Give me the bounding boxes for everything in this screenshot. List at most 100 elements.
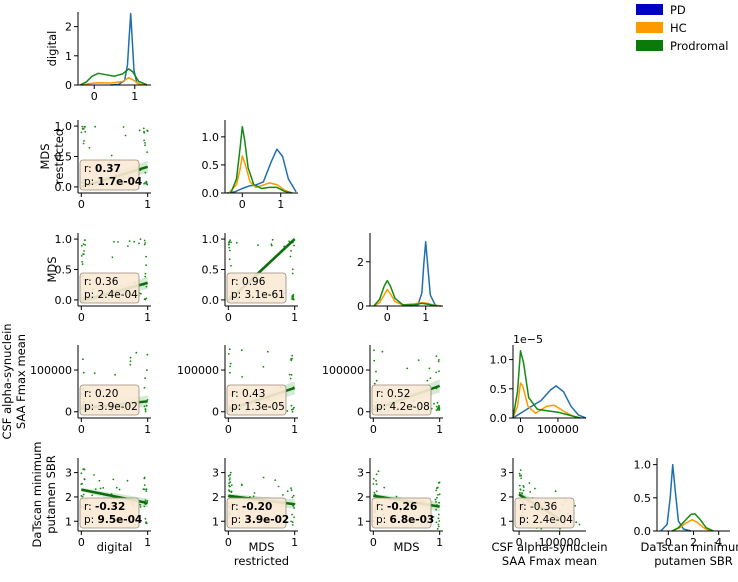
scatter-panel-4-1-x-tick-label: 0: [225, 536, 232, 549]
scatter-point: [432, 516, 435, 518]
stats-p-prefix: p:: [519, 514, 533, 526]
scatter-point: [291, 513, 293, 516]
scatter-point: [139, 238, 142, 241]
scatter-point: [375, 490, 378, 493]
scatter-panel-3-2-x-tick-label: 1: [436, 423, 443, 436]
kde-panel-4-x-tick-label: 0: [665, 536, 672, 549]
stats-r-line: r: 0.36: [84, 276, 119, 288]
scatter-point: [81, 263, 84, 265]
scatter-point: [289, 377, 292, 380]
scatter-point: [381, 350, 384, 353]
stats-r-prefix: r:: [519, 501, 530, 513]
stats-p-prefix: p:: [376, 514, 390, 526]
scatter-point: [227, 475, 230, 477]
scatter-point: [290, 374, 293, 376]
kde-panel-4-x-tick-label: 4: [715, 536, 722, 549]
row-label-line: MDS: [38, 143, 52, 169]
scatter-point: [83, 468, 85, 470]
stats-p-prefix: p:: [84, 289, 98, 301]
scatter-point: [428, 367, 431, 370]
scatter-point: [437, 525, 440, 528]
col-label: MDS: [393, 540, 419, 554]
scatter-panel-1-0-y-tick-label: 1.0: [55, 120, 73, 133]
scatter-point: [229, 239, 232, 242]
scatter-point: [438, 407, 440, 409]
scatter-point: [228, 490, 231, 493]
col-label: CSF alpha-synuclein: [491, 540, 607, 554]
scatter-panel-4-0-x-tick-label: 0: [78, 536, 85, 549]
scatter-point: [80, 495, 83, 497]
scatter-point: [230, 484, 233, 486]
stats-p-value: 9.5e-04: [98, 514, 143, 526]
scatter-point: [228, 478, 231, 481]
kde-panel-0: 0 1 0 1 2: [65, 12, 151, 103]
scatter-point: [435, 489, 438, 492]
scatter-point: [290, 358, 292, 360]
scatter-point: [230, 490, 233, 493]
scatter-point: [144, 171, 147, 174]
kde-panel-4-y-tick-label: 1.0: [634, 459, 652, 472]
stats-p-value: 3.9e-02: [245, 514, 290, 526]
stats-r-value: -0.32: [95, 501, 125, 513]
scatter-point: [293, 406, 295, 409]
scatter-panel-4-3-y-tick-label: 3: [500, 467, 507, 480]
scatter-point: [83, 250, 85, 252]
scatter-point: [81, 260, 83, 263]
stats-r-value: 0.96: [242, 276, 266, 288]
stats-box: [79, 159, 140, 191]
scatter-point: [228, 348, 231, 351]
scatter-point: [438, 501, 440, 504]
scatter-point: [574, 504, 577, 507]
kde-panel-3: 0 100000 0.0 0.5 1.0 1e−5: [490, 333, 587, 436]
scatter-point: [129, 363, 132, 366]
scatter-panel-3-0-y-tick-label: 0: [65, 406, 72, 419]
scatter-point: [438, 359, 440, 361]
kde-line-hc: [671, 518, 711, 532]
scatter-panel-2-1-x-tick-label: 0: [225, 311, 232, 324]
scatter-panel-2-1: 0 1 0.0 0.5 1.0 r: 0.96p: 3.1e-61: [202, 233, 298, 324]
scatter-point: [377, 470, 380, 473]
scatter-panel-3-2-y-tick-label: 100000: [322, 364, 364, 377]
scatter-panel-4-3-x-tick-label: 100000: [539, 536, 581, 549]
kde-panel-2-y-tick-label: 0: [357, 300, 364, 313]
scatter-point: [375, 379, 378, 382]
scatter-point: [375, 473, 378, 476]
scatter-panel-2-0-y-tick-label: 0.0: [55, 294, 73, 307]
scatter-panel-4-1-y-tick-label: 1: [212, 515, 219, 528]
scatter-point: [578, 523, 581, 526]
scatter-point: [145, 255, 148, 258]
scatter-panel-2-0: 0 1 0.0 0.5 1.0 r: 0.36p: 2.4e-04: [55, 233, 151, 324]
scatter-point: [139, 506, 142, 508]
kde-line-pd: [512, 385, 587, 419]
scatter-point: [266, 350, 269, 353]
scatter-point: [144, 377, 147, 379]
scatter-point: [437, 517, 440, 520]
scatter-point: [145, 264, 148, 267]
scatter-point: [434, 498, 437, 501]
stats-p-value: 3.9e-02: [98, 401, 138, 413]
stats-p-value: 1.3e-05: [245, 401, 285, 413]
scatter-point: [270, 244, 273, 247]
scatter-panel-4-2-y-tick-label: 1: [357, 515, 364, 528]
scatter-point: [83, 478, 86, 480]
col-label: restricted: [234, 554, 289, 568]
scatter-point: [438, 370, 440, 373]
scatter-point: [522, 489, 525, 492]
scatter-point: [438, 513, 440, 516]
stats-p-line: p: 3.9e-02: [231, 514, 289, 526]
scatter-point: [291, 354, 294, 357]
kde-panel-2-x-tick-label: 1: [422, 311, 429, 324]
scatter-panel-4-2-y-tick-label: 2: [357, 491, 364, 504]
scatter-point: [81, 125, 84, 128]
scatter-point: [138, 242, 140, 245]
scatter-point: [145, 404, 148, 407]
scatter-point: [143, 139, 146, 142]
scatter-panel-3-1-x-tick-label: 1: [291, 423, 298, 436]
scatter-point: [373, 382, 376, 385]
kde-panel-0-x-tick-label: 1: [131, 90, 138, 103]
stats-r-value: 0.37: [95, 163, 121, 175]
stats-r-line: r: -0.20: [231, 501, 272, 513]
stats-box: [226, 497, 287, 529]
scatter-point: [114, 373, 116, 376]
